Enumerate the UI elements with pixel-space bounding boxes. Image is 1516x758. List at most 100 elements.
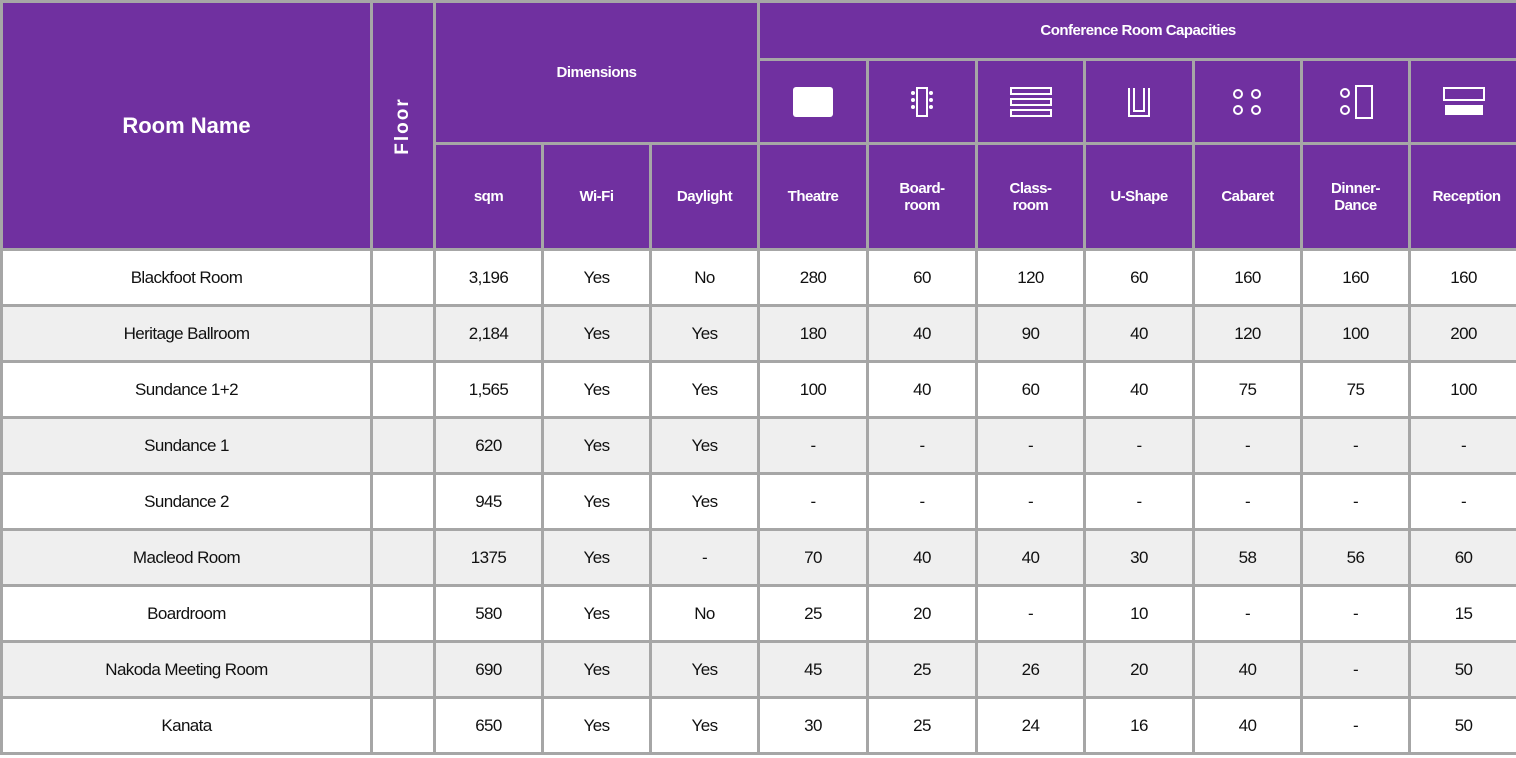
cell: Yes bbox=[648, 640, 761, 699]
column-header: sqm bbox=[433, 142, 544, 251]
cell: 650 bbox=[433, 696, 544, 755]
column-label: Theatre bbox=[787, 188, 839, 205]
room-name: Macleod Room bbox=[0, 528, 373, 587]
cell: 30 bbox=[1083, 528, 1196, 587]
cell: 40 bbox=[1083, 304, 1196, 363]
floor-label: Floor bbox=[392, 96, 413, 155]
room-name-header: Room Name bbox=[0, 0, 373, 251]
cell: 100 bbox=[1300, 304, 1412, 363]
cell: 90 bbox=[975, 304, 1087, 363]
cell: Yes bbox=[648, 304, 761, 363]
table-row: Nakoda Meeting Room 690 Yes Yes 45 25 26 20 40-5… bbox=[0, 640, 1516, 699]
cell: - bbox=[1300, 416, 1412, 475]
cell: 50 bbox=[1408, 640, 1516, 699]
room-name: Sundance 1+2 bbox=[0, 360, 373, 419]
cell: Yes bbox=[541, 640, 652, 699]
floor-cell bbox=[370, 360, 436, 419]
cell: - bbox=[866, 472, 979, 531]
table-body: Blackfoot Room 3,196 Yes No 280 60 120 60 160 160… bbox=[0, 248, 1516, 755]
room-name: Sundance 2 bbox=[0, 472, 373, 531]
column-header: Wi-Fi bbox=[541, 142, 652, 251]
cell: 60 bbox=[1408, 528, 1516, 587]
floor-cell bbox=[370, 696, 436, 755]
cell: - bbox=[1408, 472, 1516, 531]
cell: 40 bbox=[1083, 360, 1196, 419]
cell: 60 bbox=[866, 248, 979, 307]
cell: 70 bbox=[757, 528, 870, 587]
cell: 160 bbox=[1408, 248, 1516, 307]
cell: 180 bbox=[757, 304, 870, 363]
cell: 45 bbox=[757, 640, 870, 699]
cell: 280 bbox=[757, 248, 870, 307]
cell: Yes bbox=[648, 696, 761, 755]
cell: Yes bbox=[648, 416, 761, 475]
column-header: Class-room bbox=[975, 142, 1087, 251]
column-header: Daylight bbox=[648, 142, 761, 251]
cell: - bbox=[1300, 696, 1412, 755]
column-header: Cabaret bbox=[1192, 142, 1304, 251]
cell: 60 bbox=[975, 360, 1087, 419]
cell: 160 bbox=[1192, 248, 1304, 307]
cell: Yes bbox=[541, 584, 652, 643]
column-label: Dinner-Dance bbox=[1331, 179, 1381, 214]
boardroom-icon bbox=[866, 58, 979, 145]
column-label: Wi-Fi bbox=[579, 188, 614, 205]
column-label: Class-room bbox=[1009, 179, 1053, 214]
column-label: Reception bbox=[1432, 188, 1502, 205]
cell: 945 bbox=[433, 472, 544, 531]
column-label: U-Shape bbox=[1110, 188, 1168, 205]
table-row: Heritage Ballroom 2,184 Yes Yes 180 40 90 40 120… bbox=[0, 304, 1516, 363]
column-label: Board-room bbox=[899, 179, 945, 214]
cell: - bbox=[1300, 584, 1412, 643]
cell: Yes bbox=[541, 696, 652, 755]
cell: 58 bbox=[1192, 528, 1304, 587]
cell: No bbox=[648, 248, 761, 307]
cell: 50 bbox=[1408, 696, 1516, 755]
table-row: Boardroom 580 Yes No 25 20-10- -15 bbox=[0, 584, 1516, 643]
cell: 20 bbox=[866, 584, 979, 643]
cell: - bbox=[1083, 472, 1196, 531]
cell: 200 bbox=[1408, 304, 1516, 363]
column-label: Cabaret bbox=[1221, 188, 1274, 205]
cell: Yes bbox=[648, 360, 761, 419]
cell: 25 bbox=[866, 696, 979, 755]
cell: - bbox=[975, 472, 1087, 531]
cell: 75 bbox=[1192, 360, 1304, 419]
cell: 2,184 bbox=[433, 304, 544, 363]
cell: Yes bbox=[541, 528, 652, 587]
column-header: Reception bbox=[1408, 142, 1516, 251]
cell: 15 bbox=[1408, 584, 1516, 643]
cell: 25 bbox=[757, 584, 870, 643]
cell: - bbox=[1192, 584, 1304, 643]
room-name: Heritage Ballroom bbox=[0, 304, 373, 363]
floor-cell bbox=[370, 304, 436, 363]
cell: 100 bbox=[757, 360, 870, 419]
floor-cell bbox=[370, 584, 436, 643]
cell: - bbox=[648, 528, 761, 587]
table-row: Sundance 2 945 Yes Yes - - - - - - - bbox=[0, 472, 1516, 531]
cell: 10 bbox=[1083, 584, 1196, 643]
column-label: Daylight bbox=[676, 188, 733, 205]
cell: - bbox=[1408, 416, 1516, 475]
cell: Yes bbox=[541, 248, 652, 307]
cell: Yes bbox=[541, 416, 652, 475]
table-row: Sundance 1 620 Yes Yes - - - - - - - bbox=[0, 416, 1516, 475]
room-name: Blackfoot Room bbox=[0, 248, 373, 307]
cell: 100 bbox=[1408, 360, 1516, 419]
column-header: Board-room bbox=[866, 142, 979, 251]
cell: 1375 bbox=[433, 528, 544, 587]
dinner-dance-icon bbox=[1300, 58, 1412, 145]
cell: 160 bbox=[1300, 248, 1412, 307]
room-name: Nakoda Meeting Room bbox=[0, 640, 373, 699]
room-name: Boardroom bbox=[0, 584, 373, 643]
column-label: sqm bbox=[473, 188, 504, 205]
cell: 40 bbox=[866, 304, 979, 363]
cell: 690 bbox=[433, 640, 544, 699]
floor-cell bbox=[370, 416, 436, 475]
cell: 120 bbox=[975, 248, 1087, 307]
column-header: U-Shape bbox=[1083, 142, 1196, 251]
floor-cell bbox=[370, 640, 436, 699]
floor-cell bbox=[370, 248, 436, 307]
column-header: Dinner-Dance bbox=[1300, 142, 1412, 251]
